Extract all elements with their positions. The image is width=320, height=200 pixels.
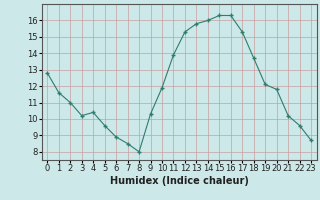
X-axis label: Humidex (Indice chaleur): Humidex (Indice chaleur) [110,176,249,186]
